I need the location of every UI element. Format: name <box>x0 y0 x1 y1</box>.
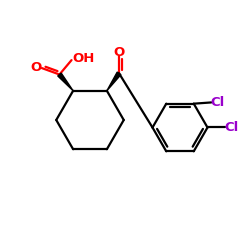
Text: O: O <box>114 46 125 59</box>
Text: OH: OH <box>73 52 95 66</box>
Polygon shape <box>58 73 73 91</box>
Text: O: O <box>30 61 41 74</box>
Text: Cl: Cl <box>224 121 238 134</box>
Text: Cl: Cl <box>210 96 224 109</box>
Polygon shape <box>107 72 121 91</box>
